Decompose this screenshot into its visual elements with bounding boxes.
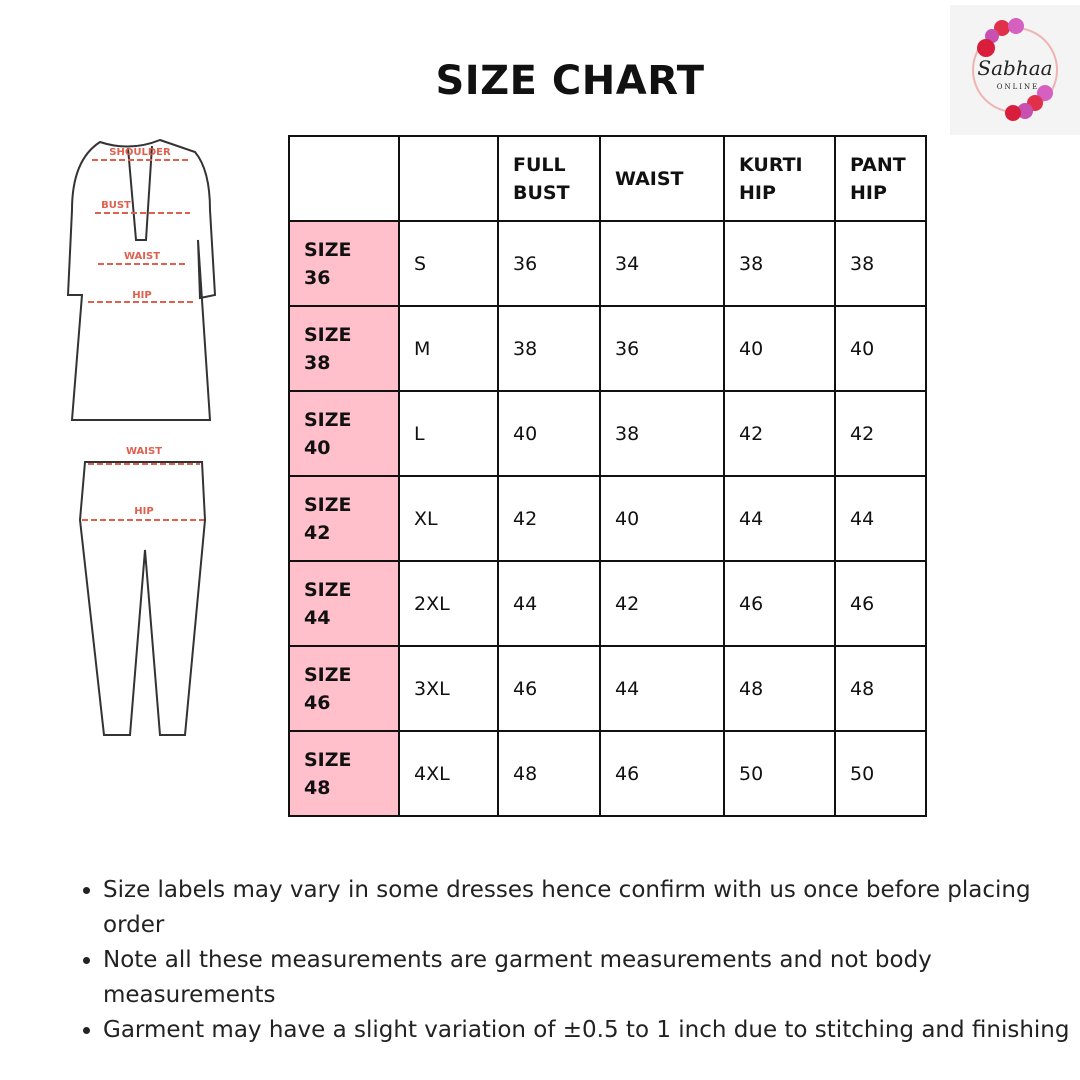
size-number: 38 <box>304 351 331 374</box>
waist-cell: 38 <box>599 390 725 477</box>
label-cell: 3XL <box>398 645 499 732</box>
size-number: 36 <box>304 266 331 289</box>
waist-cell: 44 <box>599 645 725 732</box>
size-word: SIZE <box>304 748 352 771</box>
size-word: SIZE <box>304 323 352 346</box>
label-cell: 4XL <box>398 730 499 817</box>
pant-hip-cell: 46 <box>834 560 927 647</box>
measure-lines <box>82 159 204 521</box>
notes-list: Size labels may vary in some dresses hen… <box>78 873 1080 1048</box>
size-table: FULL BUST WAIST KURTI HIP PANT HIP SIZE 36 S 3… <box>288 135 927 817</box>
header-waist: WAIST <box>599 135 725 222</box>
waist-cell: 36 <box>599 305 725 392</box>
kurta-outline <box>66 138 217 421</box>
size-cell: SIZE 46 <box>288 645 400 732</box>
label-pant-waist: WAIST <box>126 446 162 457</box>
table-row: SIZE 40 L 40 38 42 42 <box>288 390 927 477</box>
header-line: BUST <box>513 181 570 204</box>
note-item: Note all these measurements are garment … <box>103 943 1080 1013</box>
header-line: PANT <box>850 153 906 176</box>
header-line: HIP <box>850 181 887 204</box>
full-bust-cell: 36 <box>497 220 601 307</box>
kurti-hip-cell: 46 <box>723 560 836 647</box>
table-row: SIZE 36 S 36 34 38 38 <box>288 220 927 307</box>
pant-hip-cell: 50 <box>834 730 927 817</box>
logo-text: Sabhaa <box>977 56 1052 80</box>
note-item: Size labels may vary in some dresses hen… <box>103 873 1080 943</box>
waist-cell: 46 <box>599 730 725 817</box>
pant-hip-cell: 42 <box>834 390 927 477</box>
full-bust-cell: 44 <box>497 560 601 647</box>
size-word: SIZE <box>304 238 352 261</box>
size-cell: SIZE 48 <box>288 730 400 817</box>
label-shoulder: SHOULDER <box>109 147 171 158</box>
table-row: SIZE 48 4XL 48 46 50 50 <box>288 730 927 817</box>
label-cell: S <box>398 220 499 307</box>
header-empty <box>398 135 499 222</box>
kurti-hip-cell: 48 <box>723 645 836 732</box>
size-cell: SIZE 44 <box>288 560 400 647</box>
note-item: Garment may have a slight variation of ±… <box>103 1013 1080 1048</box>
size-number: 44 <box>304 606 331 629</box>
garment-illustration: SHOULDER BUST WAIST HIP WAIST HIP <box>60 130 240 750</box>
label-cell: M <box>398 305 499 392</box>
label-hip: HIP <box>132 290 151 301</box>
flower-icon <box>977 18 1053 121</box>
header-line: FULL <box>513 153 566 176</box>
size-word: SIZE <box>304 578 352 601</box>
header-line: KURTI <box>739 153 803 176</box>
full-bust-cell: 48 <box>497 730 601 817</box>
label-bust: BUST <box>101 200 131 211</box>
header-full-bust: FULL BUST <box>497 135 601 222</box>
pant-hip-cell: 44 <box>834 475 927 562</box>
pant-hip-cell: 38 <box>834 220 927 307</box>
waist-cell: 42 <box>599 560 725 647</box>
kurti-hip-cell: 38 <box>723 220 836 307</box>
logo-subtext: ONLINE <box>997 83 1040 91</box>
table-row: SIZE 42 XL 42 40 44 44 <box>288 475 927 562</box>
waist-cell: 40 <box>599 475 725 562</box>
size-number: 42 <box>304 521 331 544</box>
full-bust-cell: 40 <box>497 390 601 477</box>
label-waist: WAIST <box>124 251 160 262</box>
full-bust-cell: 46 <box>497 645 601 732</box>
brand-logo: Sabhaa ONLINE <box>950 5 1080 135</box>
table-row: SIZE 44 2XL 44 42 46 46 <box>288 560 927 647</box>
kurti-hip-cell: 42 <box>723 390 836 477</box>
table-row: SIZE 46 3XL 46 44 48 48 <box>288 645 927 732</box>
size-cell: SIZE 38 <box>288 305 400 392</box>
label-cell: 2XL <box>398 560 499 647</box>
header-kurti-hip: KURTI HIP <box>723 135 836 222</box>
header-pant-hip: PANT HIP <box>834 135 927 222</box>
pant-hip-cell: 48 <box>834 645 927 732</box>
size-number: 40 <box>304 436 331 459</box>
full-bust-cell: 42 <box>497 475 601 562</box>
kurti-hip-cell: 50 <box>723 730 836 817</box>
label-pant-hip: HIP <box>134 506 153 517</box>
size-cell: SIZE 36 <box>288 220 400 307</box>
waist-cell: 34 <box>599 220 725 307</box>
size-cell: SIZE 42 <box>288 475 400 562</box>
full-bust-cell: 38 <box>497 305 601 392</box>
page-title: SIZE CHART <box>435 58 705 104</box>
kurti-hip-cell: 44 <box>723 475 836 562</box>
size-word: SIZE <box>304 408 352 431</box>
pant-outline <box>78 461 207 736</box>
header-line: WAIST <box>615 167 684 190</box>
size-cell: SIZE 40 <box>288 390 400 477</box>
size-number: 48 <box>304 776 331 799</box>
size-word: SIZE <box>304 663 352 686</box>
header-line: HIP <box>739 181 776 204</box>
kurti-hip-cell: 40 <box>723 305 836 392</box>
size-number: 46 <box>304 691 331 714</box>
label-cell: XL <box>398 475 499 562</box>
table-header-row: FULL BUST WAIST KURTI HIP PANT HIP <box>288 135 927 222</box>
pant-hip-cell: 40 <box>834 305 927 392</box>
size-word: SIZE <box>304 493 352 516</box>
label-cell: L <box>398 390 499 477</box>
header-empty <box>288 135 400 222</box>
table-row: SIZE 38 M 38 36 40 40 <box>288 305 927 392</box>
